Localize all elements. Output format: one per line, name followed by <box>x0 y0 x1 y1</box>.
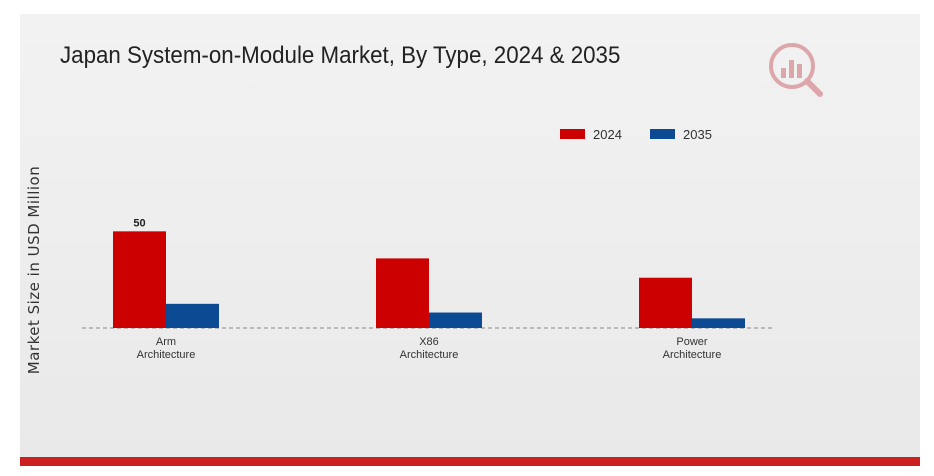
legend-label-2024: 2024 <box>593 127 622 142</box>
x-tick-label: X86 Architecture <box>400 336 459 361</box>
bar-2035-0 <box>166 303 219 328</box>
bar-2024-2 <box>639 277 692 328</box>
legend-swatch-2024 <box>560 129 585 139</box>
chart-title: Japan System-on-Module Market, By Type, … <box>60 42 621 69</box>
bar-2035-1 <box>429 312 482 328</box>
legend-swatch-2035 <box>650 129 675 139</box>
brand-logo-icon <box>769 43 823 97</box>
bar-2024-0 <box>113 231 166 328</box>
bar-2024-1 <box>376 258 429 328</box>
x-tick-label: Power Architecture <box>663 336 722 361</box>
footer-bar <box>20 457 920 466</box>
chart-panel <box>20 14 920 458</box>
legend-label-2035: 2035 <box>683 127 712 142</box>
data-label: 50 <box>133 217 145 229</box>
x-tick-label: Arm Architecture <box>137 336 196 361</box>
bar-2035-2 <box>692 318 745 328</box>
